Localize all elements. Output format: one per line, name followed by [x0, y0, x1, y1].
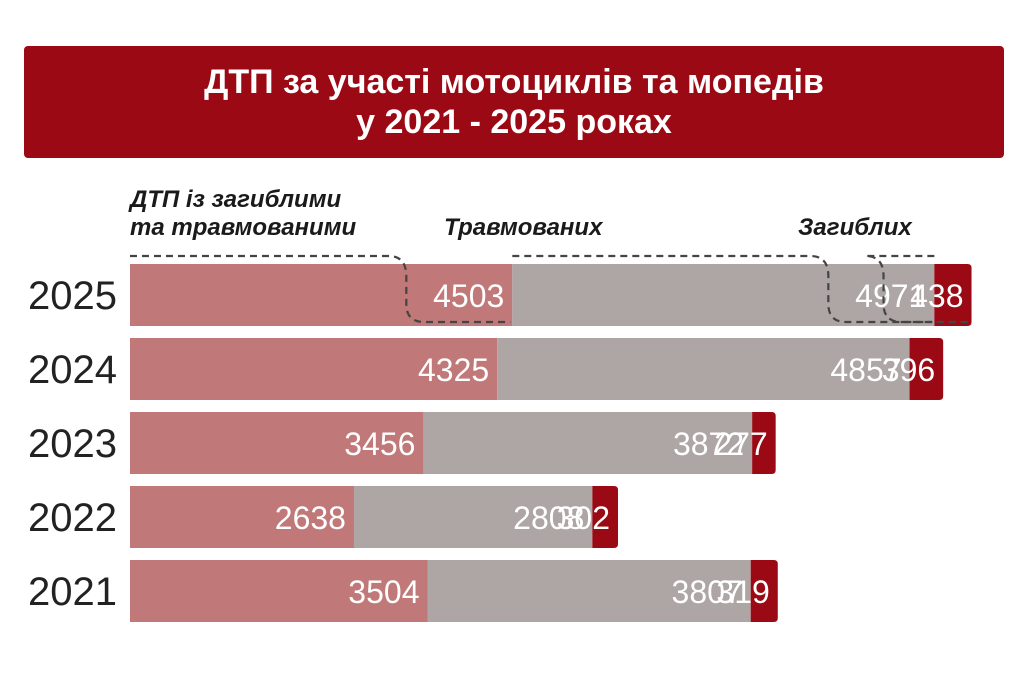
bar-segment [130, 412, 424, 474]
data-label: 4503 [433, 278, 504, 314]
chart-title-banner: ДТП за участі мотоциклів та мопедів у 20… [24, 46, 1004, 158]
data-label: 4971 [855, 278, 926, 314]
data-label: 396 [882, 352, 935, 388]
bar-segment [353, 486, 593, 548]
bar-segment [427, 560, 751, 622]
bar-segment [130, 560, 428, 622]
bar-segment [752, 412, 776, 474]
legend-label: та травмованими [130, 214, 356, 241]
legend-callout-line [865, 254, 970, 324]
chart-title-line-1: ДТП за участі мотоциклів та мопедів [204, 63, 824, 101]
data-label: 3872 [673, 426, 744, 462]
bar-segment [423, 412, 753, 474]
bar-segment [130, 338, 498, 400]
year-label: 2022 [28, 496, 117, 540]
legend-label: ДТП із загиблими [128, 186, 341, 213]
bar-segment [497, 338, 910, 400]
legend-label: Загиблих [798, 214, 913, 241]
bar-segment [934, 264, 972, 326]
bar-segment [130, 486, 354, 548]
data-label: 302 [557, 500, 610, 536]
bar-segment [592, 486, 619, 548]
legend-callouts [130, 254, 970, 324]
legend-callout-line [512, 254, 933, 324]
data-label: 319 [716, 574, 769, 610]
data-label: 3807 [672, 574, 743, 610]
data-label: 3504 [348, 574, 419, 610]
legend-callout-line [130, 254, 511, 324]
data-label: 4325 [418, 352, 489, 388]
year-label: 2025 [28, 274, 117, 318]
legend-label: Травмованих [444, 214, 604, 241]
year-label: 2021 [28, 570, 117, 614]
year-label: 2023 [28, 422, 117, 466]
data-label: 3456 [344, 426, 415, 462]
chart-title-line-2: у 2021 - 2025 роках [356, 103, 672, 141]
year-label: 2024 [28, 348, 117, 392]
bar-segment [512, 264, 935, 326]
data-label: 2808 [513, 500, 584, 536]
data-label: 2638 [275, 500, 346, 536]
data-label: 4857 [830, 352, 901, 388]
data-label: 277 [714, 426, 767, 462]
bar-segment [130, 264, 513, 326]
bar-segment [750, 560, 778, 622]
bar-segment [909, 338, 944, 400]
data-label: 438 [910, 278, 963, 314]
